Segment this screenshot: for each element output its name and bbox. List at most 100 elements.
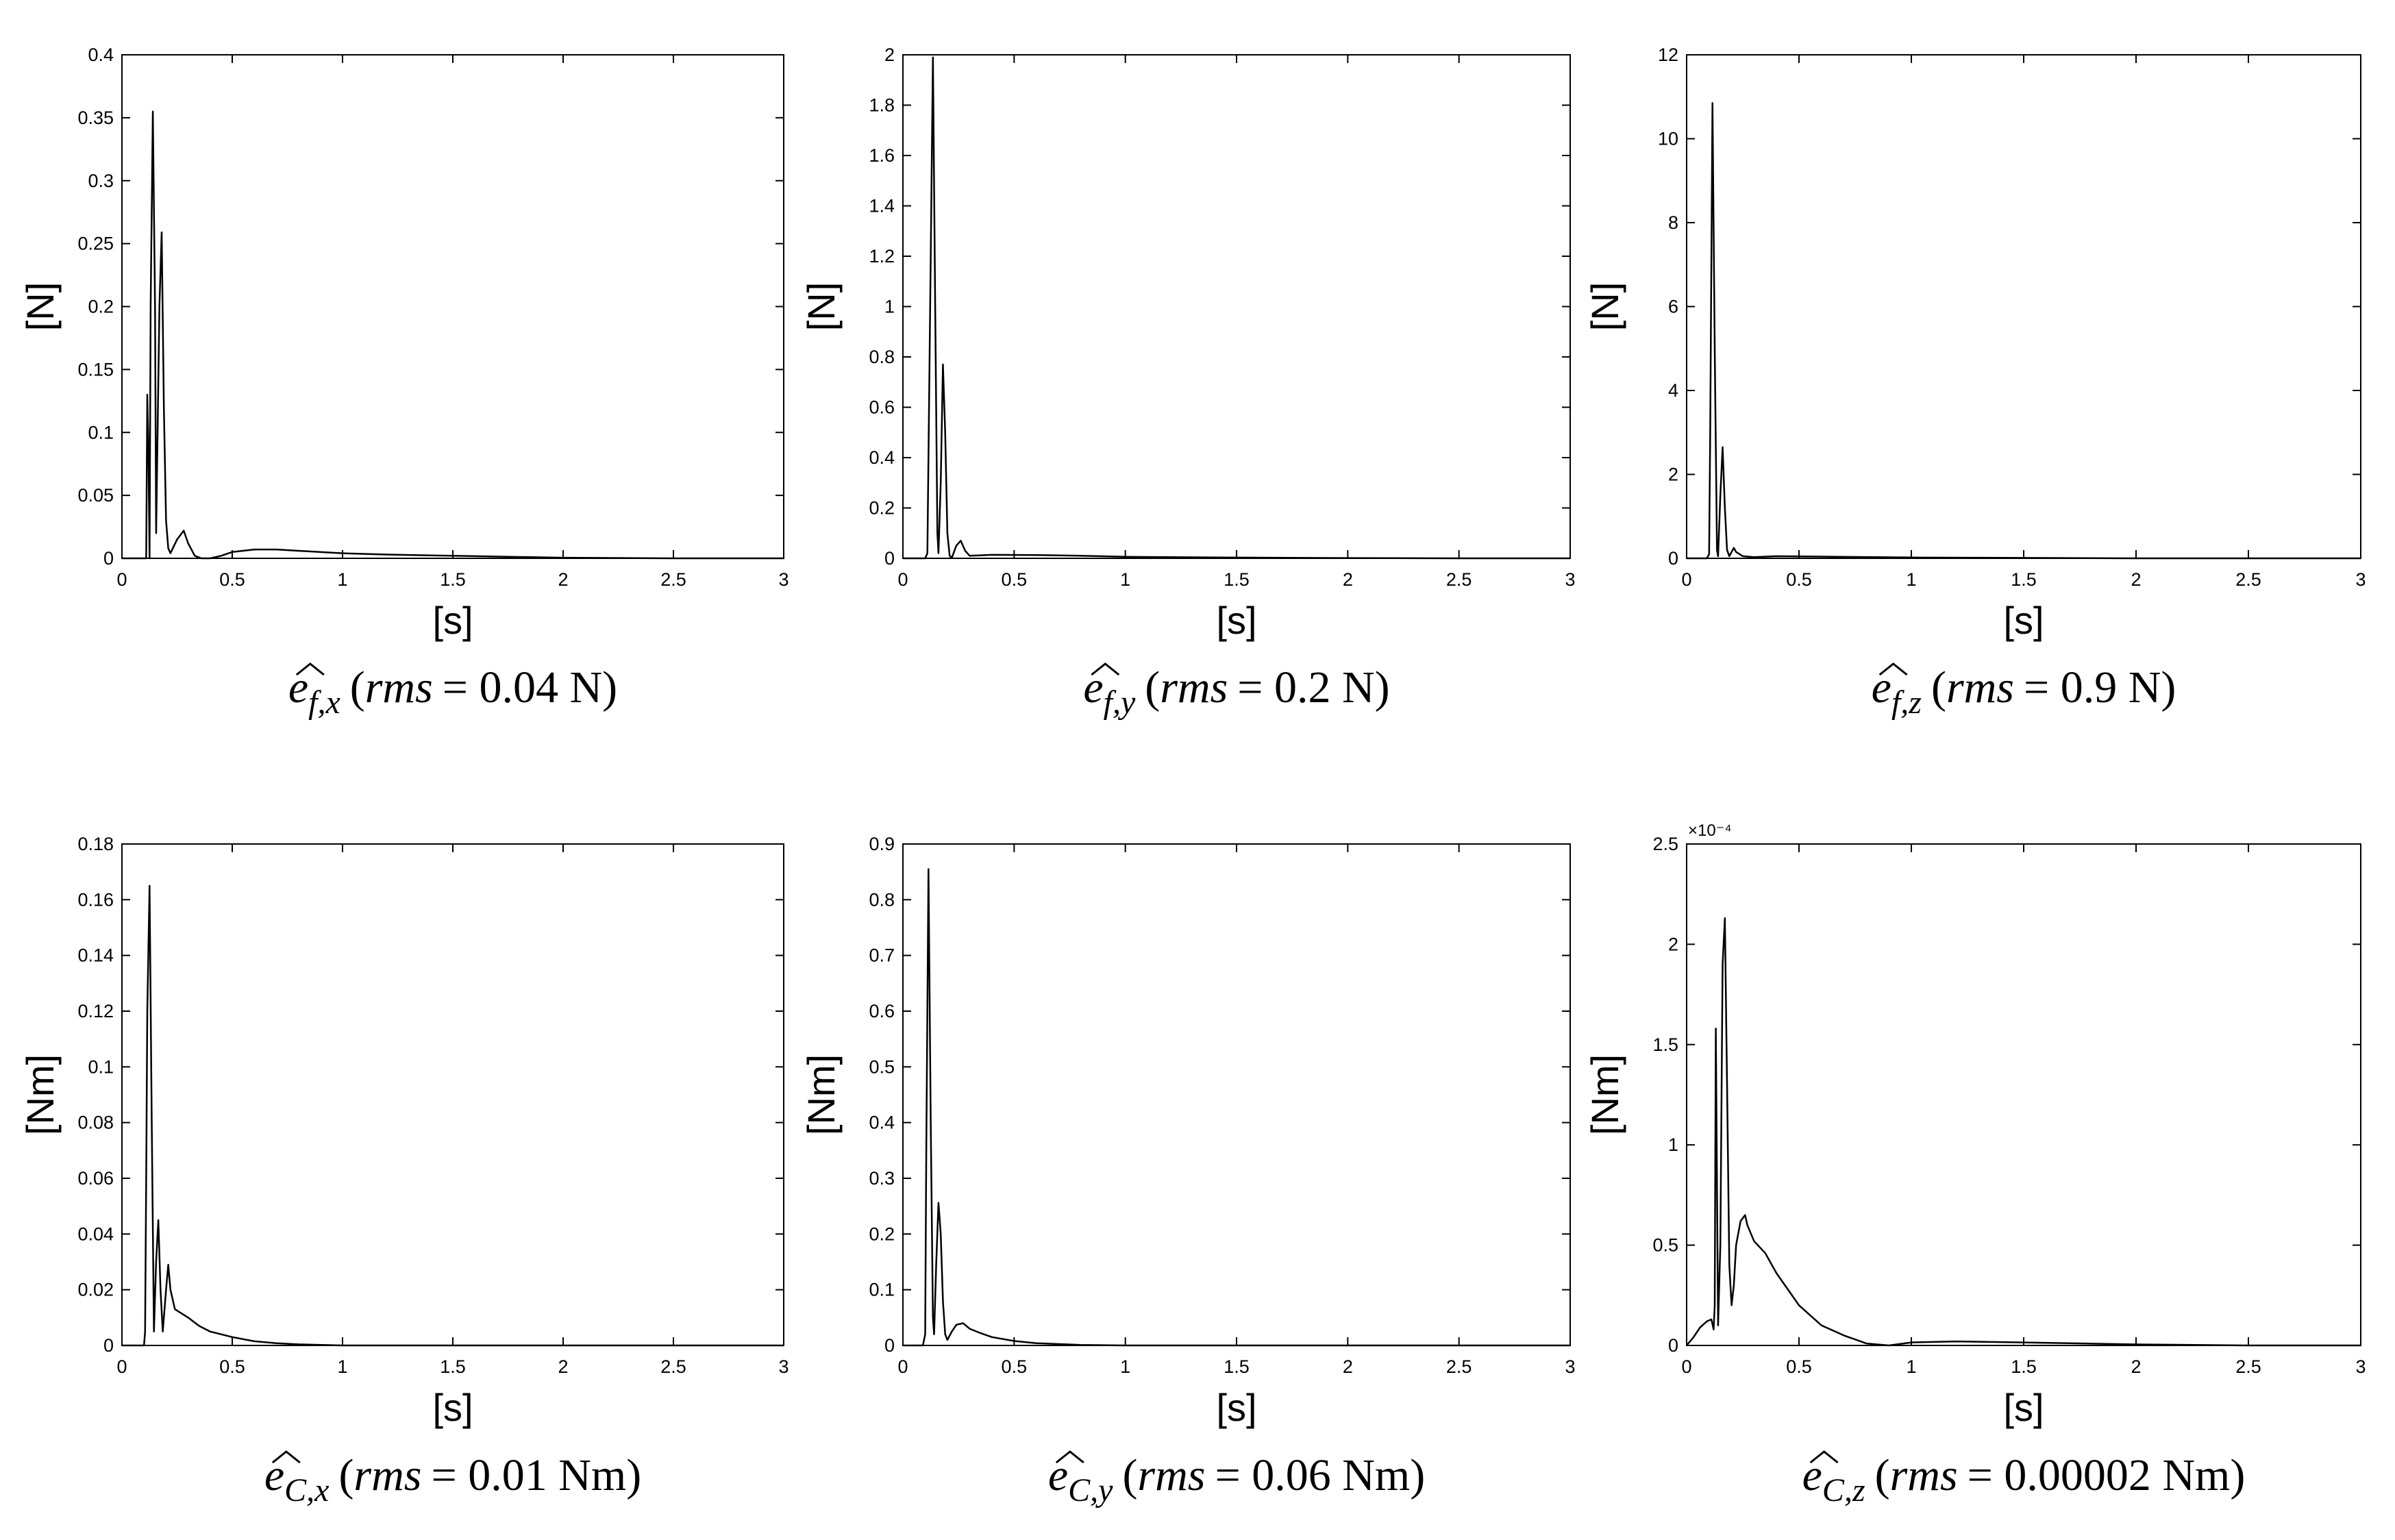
y-tick-label: 12 xyxy=(1658,45,1678,65)
y-tick-label: 1 xyxy=(884,297,895,317)
caption-subscript: f,x xyxy=(308,684,340,721)
caption-paren: ( xyxy=(350,662,365,712)
caption-paren: ( xyxy=(1145,662,1160,712)
y-tick-label: 0.5 xyxy=(1652,1235,1678,1256)
y-tick-label: 0.05 xyxy=(77,485,114,506)
x-tick-label: 1.5 xyxy=(1224,569,1250,590)
x-tick-label: 2.5 xyxy=(1446,1356,1472,1377)
caption-rms: rms xyxy=(353,1450,421,1500)
y-tick-label: 0.6 xyxy=(869,397,895,418)
y-tick-label: 0.12 xyxy=(77,1001,114,1021)
x-tick-label: 3 xyxy=(1565,1356,1575,1377)
y-tick-label: 0.9 xyxy=(869,834,895,854)
x-tick-label: 2.5 xyxy=(2235,569,2261,590)
y-tick-label: 0.35 xyxy=(77,108,114,128)
y-axis-label: [N] xyxy=(1583,282,1626,332)
x-tick-label: 1.5 xyxy=(440,569,466,590)
x-tick-label: 2 xyxy=(558,1356,568,1377)
plot-frame xyxy=(902,54,1571,559)
caption-symbol: e xyxy=(1802,1450,1822,1500)
series-line xyxy=(1686,917,2361,1347)
caption-rms: rms xyxy=(365,662,433,712)
x-tick-label: 1 xyxy=(337,1356,347,1377)
y-tick-label: 0.4 xyxy=(88,45,114,65)
y-tick-label: 8 xyxy=(1668,212,1678,233)
y-tick-label: 0.2 xyxy=(869,1224,895,1244)
caption-value: = 0.04 N) xyxy=(443,662,617,712)
chart-panel-1: 0 0.5 1 1.5 2 2.5 3 0 0.05 0.1 0.15 0.2 0.25 0.3 0.35 0… xyxy=(18,45,789,721)
caption-rms: rms xyxy=(1160,662,1228,712)
caption-paren: ( xyxy=(338,1450,353,1500)
caption-symbol: e xyxy=(264,1450,284,1500)
y-tick-label: 0.1 xyxy=(88,422,114,443)
y-tick-label: 0.8 xyxy=(869,889,895,910)
x-tick-label: 1 xyxy=(1120,569,1130,590)
y-axis-label: [Nm] xyxy=(18,1054,62,1135)
caption-value: = 0.01 Nm) xyxy=(431,1450,641,1500)
caption-paren: ( xyxy=(1875,1450,1890,1500)
x-tick-label: 1 xyxy=(1906,569,1916,590)
chart-panel-4: 0 0.5 1 1.5 2 2.5 3 0 0.02 0.04 0.06 0.08 0.1 0.12 0.1… xyxy=(18,834,789,1508)
x-axis-label: [s] xyxy=(432,1386,473,1429)
y-tick-label: 0 xyxy=(1668,1335,1678,1356)
chart-panel-2: 0 0.5 1 1.5 2 2.5 3 0 0.2 0.4 0.6 0.8 1 1.2 1.4 1.6 1.8 2… xyxy=(799,45,1576,721)
x-tick-label: 0 xyxy=(1681,569,1691,590)
x-tick-label: 0.5 xyxy=(219,1356,245,1377)
y-axis-label: [Nm] xyxy=(799,1054,843,1135)
x-tick-label: 2.5 xyxy=(660,1356,686,1377)
chart-panel-3: 0 0.5 1 1.5 2 2.5 3 0 2 4 6 8 10 12 [s] [N] ef,z (rms = 0.… xyxy=(1583,45,2366,721)
panel-caption: ef,z (rms = 0.9 N) xyxy=(1872,662,2176,721)
y-tick-label: 0.1 xyxy=(869,1280,895,1300)
y-tick-label: 6 xyxy=(1668,297,1678,317)
caption-paren: ( xyxy=(1122,1450,1137,1500)
y-tick-label: 0.16 xyxy=(77,889,114,910)
y-tick-label: 2 xyxy=(884,45,895,65)
caption-subscript: C,y xyxy=(1068,1472,1113,1508)
caption-hat-accent xyxy=(1809,1450,1839,1464)
caption-rms: rms xyxy=(1946,662,2014,712)
y-tick-label: 1 xyxy=(1668,1134,1678,1155)
y-tick-label: 0.15 xyxy=(77,359,114,380)
caption-symbol: e xyxy=(1872,662,1891,712)
y-tick-label: 0.14 xyxy=(77,945,114,966)
y-tick-label: 0.25 xyxy=(77,234,114,254)
y-tick-label: 1.6 xyxy=(869,145,895,166)
series-line xyxy=(903,868,1570,1347)
y-tick-label: 0.18 xyxy=(77,834,114,854)
x-axis-label: [s] xyxy=(2003,1386,2044,1429)
caption-subscript: f,y xyxy=(1104,684,1136,721)
y-axis-label: [N] xyxy=(18,282,62,332)
x-tick-label: 1.5 xyxy=(1224,1356,1250,1377)
y-tick-label: 1.2 xyxy=(869,246,895,266)
y-tick-label: 0.2 xyxy=(88,297,114,317)
x-tick-label: 2.5 xyxy=(2235,1356,2261,1377)
y-tick-label: 1.4 xyxy=(869,196,895,216)
caption-rms: rms xyxy=(1137,1450,1205,1500)
x-tick-label: 0 xyxy=(897,569,908,590)
y-axis-label: [Nm] xyxy=(1583,1054,1626,1135)
y-tick-label: 0.3 xyxy=(869,1168,895,1189)
y-tick-label: 0 xyxy=(884,1335,895,1356)
y-tick-label: 0.02 xyxy=(77,1280,114,1300)
y-tick-label: 0 xyxy=(1668,548,1678,569)
caption-symbol: e xyxy=(1048,1450,1068,1500)
x-tick-label: 0.5 xyxy=(219,569,245,590)
panel-caption: eC,x (rms = 0.01 Nm) xyxy=(264,1450,641,1508)
x-tick-label: 0 xyxy=(1681,1356,1691,1377)
x-tick-label: 1.5 xyxy=(440,1356,466,1377)
y-axis-label: [N] xyxy=(799,282,843,332)
y-tick-label: 2 xyxy=(1668,934,1678,954)
x-tick-label: 3 xyxy=(2355,569,2366,590)
caption-rms: rms xyxy=(1890,1450,1958,1500)
x-tick-label: 0 xyxy=(116,1356,127,1377)
y-tick-label: 2.5 xyxy=(1652,834,1678,854)
y-tick-label: 0.08 xyxy=(77,1113,114,1133)
caption-hat-accent xyxy=(1091,662,1120,676)
y-tick-label: 0.7 xyxy=(869,945,895,966)
series-line xyxy=(122,110,784,560)
panel-caption: eC,y (rms = 0.06 Nm) xyxy=(1048,1450,1425,1508)
y-tick-label: 2 xyxy=(1668,464,1678,485)
y-tick-label: 0 xyxy=(103,548,114,569)
x-tick-label: 0 xyxy=(897,1356,908,1377)
